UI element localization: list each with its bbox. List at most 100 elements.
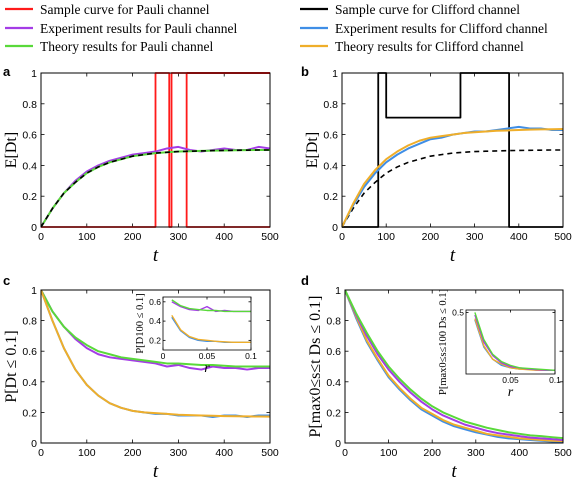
legend-label-pauli-experiment: Experiment results for Pauli channel: [40, 21, 237, 36]
y-axis-label-b: E[Dt]: [304, 132, 321, 168]
x-tick-label-a: 400: [215, 231, 233, 243]
x-tick-label-c: 500: [261, 447, 279, 459]
inset-plot-area-d: [466, 310, 555, 374]
legend-label-clifford-sample: Sample curve for Clifford channel: [335, 2, 520, 17]
y-tick-label-a: 0.6: [22, 130, 37, 142]
x-tick-label-b: 500: [554, 231, 572, 243]
inset-x-axis-label-c: r: [204, 361, 210, 376]
x-tick-label-c: 200: [124, 447, 142, 459]
x-axis-label-d: t: [451, 461, 457, 482]
x-tick-label-b: 200: [422, 231, 440, 243]
x-tick-label-d: 0: [342, 447, 348, 459]
y-tick-label-a: 0.8: [22, 99, 37, 111]
y-tick-label-d: 0.5: [452, 307, 464, 317]
series-line-inset-d-pauli-theory: [474, 312, 555, 372]
y-tick-label-a: 0: [31, 222, 37, 234]
y-tick-label-b: 0.4: [323, 160, 338, 172]
x-tick-label-a: 300: [170, 231, 188, 243]
y-tick-label-d: 1: [335, 285, 341, 297]
x-tick-label-a: 500: [261, 231, 279, 243]
series-line-d-pauli-theory: [345, 289, 563, 440]
y-tick-label-c: 0.2: [22, 407, 37, 419]
x-tick-label-d: 300: [467, 447, 485, 459]
axes-frame-d: [344, 289, 564, 444]
y-tick-label-b: 0.8: [323, 99, 338, 111]
x-axis-label-c: t: [153, 461, 159, 482]
x-tick-label-c: 0: [161, 351, 166, 361]
series-line-inset-c-clifford-theory: [171, 314, 251, 343]
y-tick-label-b: 0: [332, 222, 338, 234]
series-line-c-pauli-experiment: [41, 289, 270, 371]
axes-frame-c: [40, 289, 271, 444]
y-tick-label-c: 0.6: [22, 346, 37, 358]
inset-y-axis-label-d: P[max0≤s≤100 Ds ≤ 0.1]: [438, 289, 449, 395]
inset-y-axis-label-c: P[D100 ≤ 0.1]: [135, 293, 146, 353]
x-tick-label-d: 0.1: [549, 375, 561, 385]
y-tick-label-d: 0.6: [326, 346, 341, 358]
series-line-inset-c-pauli-theory: [171, 299, 251, 313]
x-tick-label-a: 100: [78, 231, 96, 243]
y-tick-label-d: 0.4: [326, 377, 341, 389]
series-line-c-clifford-theory: [41, 289, 270, 418]
inset-x-axis-label-d: r: [508, 385, 514, 400]
x-tick-label-d: 500: [554, 447, 572, 459]
legend-label-clifford-theory: Theory results for Clifford channel: [335, 39, 524, 54]
y-tick-label-c: 0.4: [22, 377, 37, 389]
x-tick-label-d: 400: [511, 447, 529, 459]
x-tick-label-a: 200: [124, 231, 142, 243]
panel-label-a: a: [3, 64, 11, 79]
inset-axes-frame-d: [465, 309, 556, 375]
series-line-a-mean-dashed: [41, 149, 270, 228]
inset-axes-frame-c: [162, 296, 252, 351]
x-tick-label-b: 400: [510, 231, 528, 243]
panel-label-b: b: [301, 64, 309, 79]
x-tick-label-b: 100: [377, 231, 395, 243]
x-tick-label-c: 0.05: [199, 351, 216, 361]
y-tick-label-c: 0.6: [149, 297, 161, 307]
panel-a: 0 100 200 300 400 500 0 0.2 0.4 0.6 0.8 1 t E[Dt]: [3, 68, 279, 266]
x-axis-label-b: t: [450, 245, 456, 266]
x-tick-label-b: 300: [466, 231, 484, 243]
series-line-d-clifford-theory: [345, 289, 563, 443]
y-axis-label-a: E[Dt]: [3, 132, 20, 168]
y-tick-label-a: 0.2: [22, 191, 37, 203]
legend: Sample curve for Pauli channel Experimen…: [5, 2, 548, 54]
y-tick-label-c: 0.8: [22, 316, 37, 328]
y-tick-label-b: 0.2: [323, 191, 338, 203]
y-tick-label-b: 0.6: [323, 130, 338, 142]
x-tick-label-d: 100: [380, 447, 398, 459]
y-tick-label-c: 0: [31, 438, 37, 450]
legend-label-pauli-theory: Theory results for Pauli channel: [40, 39, 213, 54]
y-axis-label-c: P[Dt ≤ 0.1]: [3, 330, 20, 402]
axes-frame-a: [40, 72, 271, 228]
inset-c: 0 0.05 0.1 0.2 0.4 0.6 r P[D100 ≤ 0.1]: [135, 293, 257, 376]
series-line-b-clifford-theory: [342, 128, 563, 228]
y-tick-label-c: 0.4: [149, 316, 161, 326]
y-tick-label-d: 0: [335, 438, 341, 450]
x-tick-label-c: 100: [78, 447, 96, 459]
y-tick-label-a: 0.4: [22, 160, 37, 172]
x-tick-label-c: 300: [170, 447, 188, 459]
y-tick-label-b: 1: [332, 68, 338, 80]
panel-label-d: d: [301, 273, 309, 288]
legend-label-pauli-sample: Sample curve for Pauli channel: [40, 2, 210, 17]
x-tick-label-d: 0.05: [502, 375, 519, 385]
panel-b: 0 100 200 300 400 500 0 0.2 0.4 0.6 0.8 1 t E[Dt]: [304, 68, 572, 266]
series-line-b-clifford-sample: [342, 72, 563, 228]
y-axis-label-d: P[max0≤s≤t Ds ≤ 0.1]: [307, 296, 324, 438]
series-line-c-pauli-theory: [41, 289, 270, 368]
y-tick-label-c: 1: [31, 285, 37, 297]
x-tick-label-c: 400: [215, 447, 233, 459]
x-tick-label-d: 200: [423, 447, 441, 459]
axes-frame-b: [341, 72, 564, 228]
x-tick-label-c: 0: [38, 447, 44, 459]
legend-label-clifford-experiment: Experiment results for Clifford channel: [335, 21, 548, 36]
y-tick-label-a: 1: [31, 68, 37, 80]
x-tick-label-c: 0.1: [245, 351, 257, 361]
x-tick-label-b: 0: [339, 231, 345, 243]
panel-label-c: c: [3, 273, 10, 288]
x-axis-label-a: t: [153, 245, 159, 266]
y-tick-label-c: 0.2: [149, 335, 161, 345]
series-line-d-pauli-experiment: [345, 289, 563, 441]
